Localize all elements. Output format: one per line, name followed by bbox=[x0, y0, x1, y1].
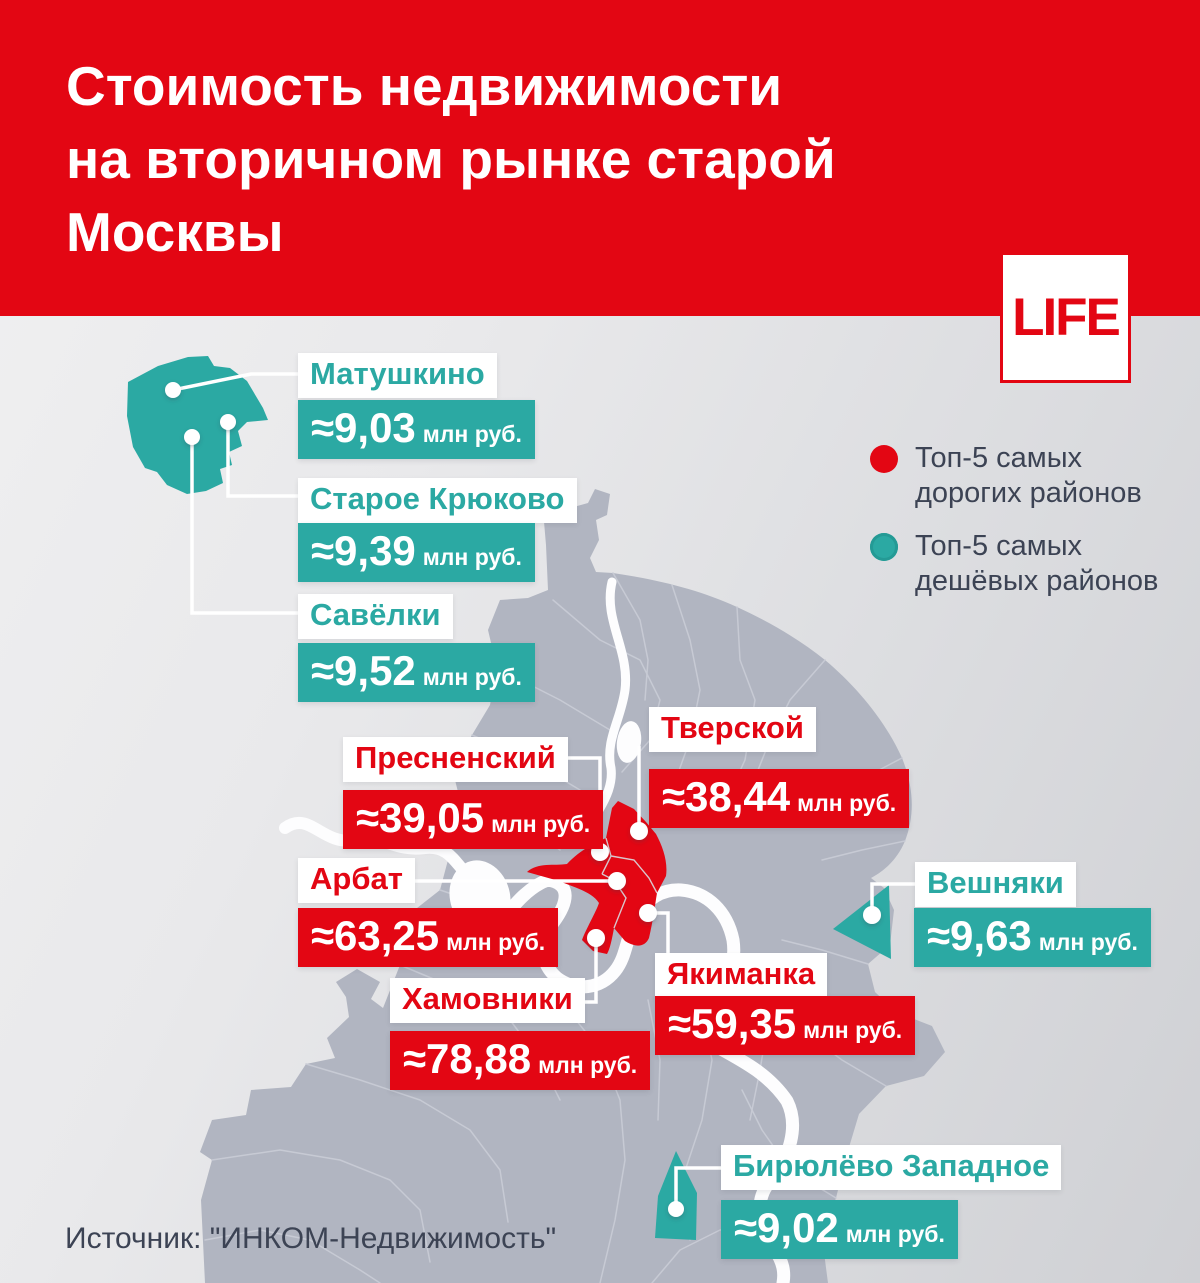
district-name-yakimanka: Якиманка bbox=[655, 953, 828, 998]
connector-lines bbox=[172, 372, 915, 1209]
district-value-biryulyovo-zapadnoe: ≈9,02 млн руб. bbox=[721, 1200, 958, 1259]
value-unit: млн руб. bbox=[803, 1017, 903, 1043]
district-name-savyolki: Савёлки bbox=[298, 594, 453, 639]
dot-matushkino bbox=[165, 382, 181, 398]
value-number: ≈78,88 bbox=[403, 1035, 532, 1082]
district-name-staroe-kryukovo: Старое Крюково bbox=[298, 478, 577, 523]
value-number: ≈39,05 bbox=[356, 794, 485, 841]
connector-savyolki bbox=[190, 437, 298, 615]
value-number: ≈9,03 bbox=[311, 404, 416, 451]
value-number: ≈9,52 bbox=[311, 647, 416, 694]
dot-biryulyovo bbox=[668, 1201, 684, 1217]
district-name-biryulyovo-zapadnoe: Бирюлёво Западное bbox=[721, 1145, 1062, 1190]
life-logo: LIFE bbox=[1000, 252, 1131, 383]
value-unit: млн руб. bbox=[446, 929, 546, 955]
source-note: Источник: "ИНКОМ-Недвижимость" bbox=[65, 1222, 557, 1255]
reservoir bbox=[616, 721, 642, 763]
dot-staroe-kryukovo bbox=[220, 414, 236, 430]
legend-dot-cheap bbox=[870, 533, 898, 561]
value-number: ≈59,35 bbox=[668, 1000, 797, 1047]
value-unit: млн руб. bbox=[422, 544, 522, 570]
value-number: ≈9,02 bbox=[734, 1204, 839, 1251]
district-value-matushkino: ≈9,03 млн руб. bbox=[298, 400, 535, 459]
life-logo-text: LIFE bbox=[1012, 288, 1121, 347]
value-unit: млн руб. bbox=[491, 811, 591, 837]
connector-matushkino bbox=[172, 372, 298, 392]
district-value-yakimanka: ≈59,35 млн руб. bbox=[655, 996, 916, 1055]
district-value-presnensky: ≈39,05 млн руб. bbox=[343, 790, 604, 849]
page-title: Стоимость недвижимости на вторичном рынк… bbox=[66, 50, 1066, 269]
district-value-arbat: ≈63,25 млн руб. bbox=[298, 908, 559, 967]
veshnyaki-shape bbox=[833, 885, 891, 959]
value-unit: млн руб. bbox=[845, 1221, 945, 1247]
value-unit: млн руб. bbox=[422, 421, 522, 447]
connector-veshnyaki bbox=[870, 882, 915, 915]
connector-biryulyovo bbox=[674, 1166, 721, 1209]
legend-dot-expensive bbox=[870, 445, 898, 473]
dot-tverskoy bbox=[630, 822, 648, 840]
title-line-2: на вторичном рынке старой bbox=[66, 128, 836, 190]
district-name-khamovniki: Хамовники bbox=[390, 978, 585, 1023]
value-unit: млн руб. bbox=[422, 664, 522, 690]
district-value-tverskoy: ≈38,44 млн руб. bbox=[649, 769, 910, 828]
connector-staroe-kryukovo bbox=[226, 422, 298, 498]
district-value-veshnyaki: ≈9,63 млн руб. bbox=[914, 908, 1151, 967]
district-value-savyolki: ≈9,52 млн руб. bbox=[298, 643, 535, 702]
value-number: ≈9,39 bbox=[311, 527, 416, 574]
dot-khamovniki bbox=[587, 929, 605, 947]
district-value-khamovniki: ≈78,88 млн руб. bbox=[390, 1031, 651, 1090]
zelenograd-shape bbox=[127, 356, 268, 494]
value-number: ≈63,25 bbox=[311, 912, 440, 959]
value-unit: млн руб. bbox=[538, 1052, 638, 1078]
district-value-staroe-kryukovo: ≈9,39 млн руб. bbox=[298, 523, 535, 582]
title-line-3: Москвы bbox=[66, 201, 284, 263]
legend-label-expensive: Топ-5 самых дорогих районов bbox=[915, 442, 1142, 509]
dot-savyolki bbox=[184, 429, 200, 445]
value-number: ≈38,44 bbox=[662, 773, 791, 820]
title-line-1: Стоимость недвижимости bbox=[66, 55, 783, 117]
dot-arbat bbox=[608, 872, 626, 890]
district-name-arbat: Арбат bbox=[298, 858, 415, 903]
district-name-matushkino: Матушкино bbox=[298, 353, 497, 398]
value-unit: млн руб. bbox=[797, 790, 897, 816]
district-name-veshnyaki: Вешняки bbox=[915, 862, 1076, 907]
value-unit: млн руб. bbox=[1038, 929, 1138, 955]
district-name-presnensky: Пресненский bbox=[343, 737, 568, 782]
dot-veshnyaki bbox=[863, 906, 881, 924]
legend-label-cheap: Топ-5 самых дешёвых районов bbox=[915, 530, 1159, 597]
dot-yakimanka bbox=[639, 904, 657, 922]
value-number: ≈9,63 bbox=[927, 912, 1032, 959]
district-name-tverskoy: Тверской bbox=[649, 707, 816, 752]
